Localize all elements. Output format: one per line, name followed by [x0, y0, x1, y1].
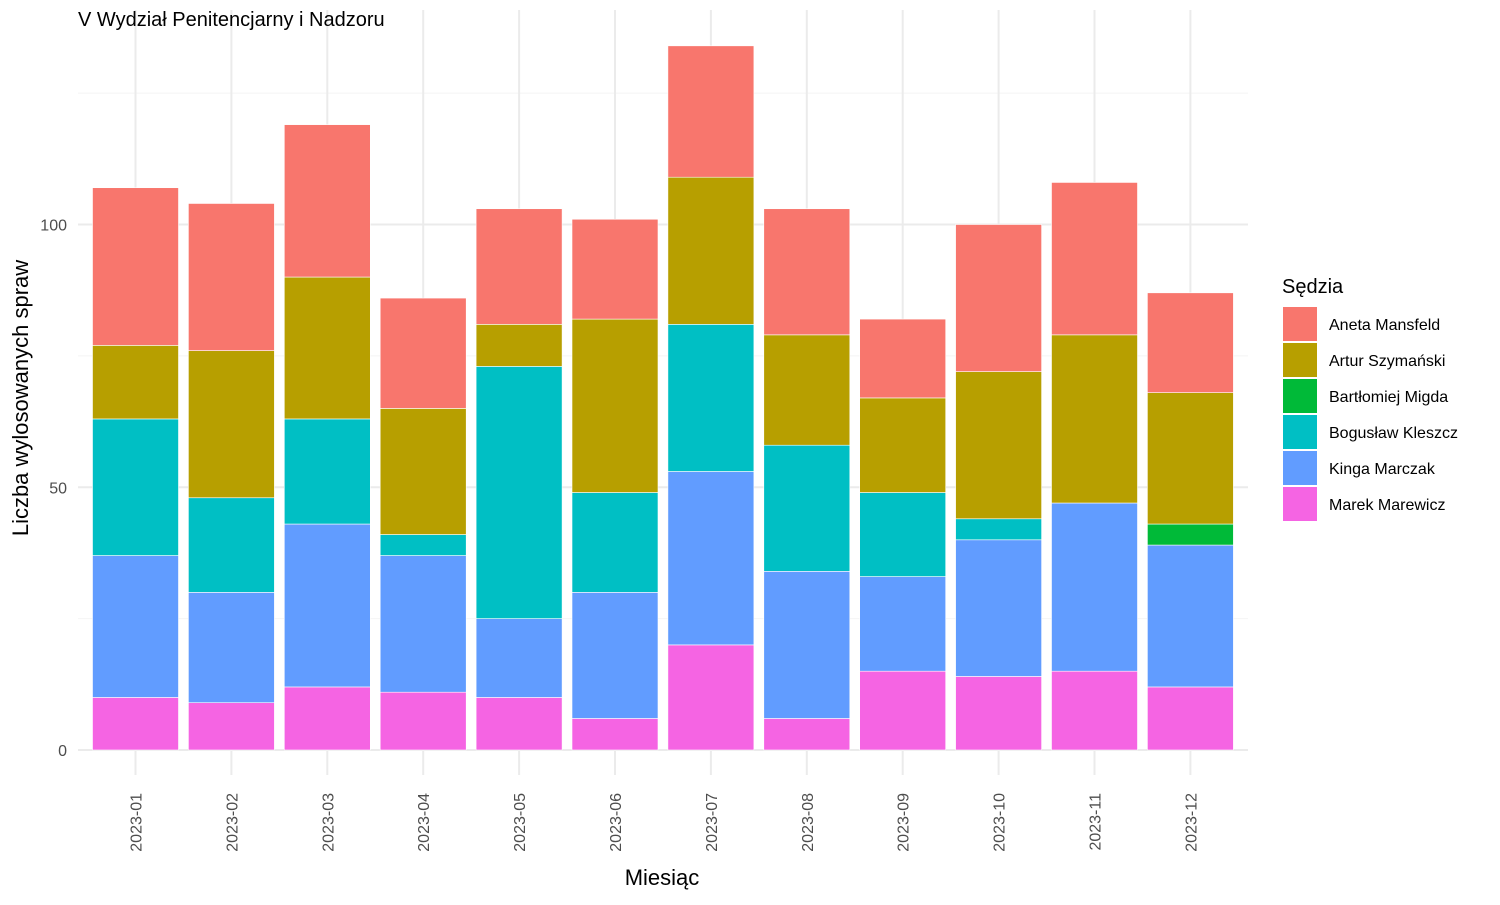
bar-segment [955, 676, 1042, 751]
bar-segment [283, 523, 371, 688]
bar-segment [188, 592, 275, 704]
bar-segment [92, 697, 179, 751]
bar-segment [475, 697, 563, 751]
bar-segment [955, 518, 1042, 541]
bar-segment [92, 187, 179, 346]
bar-segment [955, 224, 1042, 372]
bar-segment [379, 691, 467, 751]
bar-segment [1147, 392, 1234, 525]
bar-segment [763, 444, 851, 572]
x-tick-label: 2023-11 [1088, 793, 1105, 851]
bar-segment [667, 324, 755, 472]
bar-segment [475, 324, 563, 367]
bar-segment [188, 203, 275, 351]
x-tick-label: 2023-10 [992, 793, 1009, 852]
bar-segment [188, 702, 275, 751]
bar-segment [379, 555, 467, 693]
x-axis-ticks: 2023-01 2023-02 2023-03 2023-04 2023-05 2023-… [129, 793, 1201, 852]
legend-swatch [1283, 451, 1317, 485]
bar-segment [763, 208, 851, 336]
legend-label: Aneta Mansfeld [1329, 317, 1440, 334]
bar-segment [1051, 502, 1138, 672]
bar-segment [1051, 182, 1138, 336]
bar-segment [1147, 523, 1234, 546]
legend-label: Bogusław Kleszcz [1329, 425, 1458, 442]
legend-label: Kinga Marczak [1329, 461, 1436, 478]
bar-segment [667, 45, 755, 178]
bar-segment [475, 208, 563, 325]
bar-segment [283, 686, 371, 751]
y-tick-label: 0 [58, 743, 67, 760]
x-tick-label: 2023-04 [416, 793, 433, 852]
y-tick-label: 100 [40, 218, 67, 235]
legend-label: Bartłomiej Migda [1329, 389, 1448, 406]
chart-title: V Wydział Penitencjarny i Nadzoru [78, 9, 385, 31]
bar-segment [283, 276, 371, 420]
bar-segment [859, 670, 947, 751]
bar-segment [188, 350, 275, 499]
bars [92, 45, 1234, 751]
bar-segment [379, 297, 467, 409]
x-tick-label: 2023-12 [1183, 793, 1200, 852]
legend-title: Sędzia [1282, 276, 1344, 298]
y-tick-label: 50 [49, 480, 67, 497]
bar-segment [1051, 670, 1138, 751]
bar-segment [571, 592, 659, 719]
bar-segment [475, 366, 563, 619]
bar-segment [955, 371, 1042, 520]
x-tick-label: 2023-02 [224, 793, 241, 852]
bar-segment [283, 124, 371, 278]
x-tick-label: 2023-07 [704, 793, 721, 852]
bar-segment [667, 471, 755, 646]
legend-swatch [1283, 487, 1317, 521]
x-axis-title: Miesiąc [625, 865, 700, 890]
bar-segment [1147, 292, 1234, 393]
legend-label: Marek Marewicz [1329, 497, 1445, 514]
legend-swatch [1283, 379, 1317, 413]
bar-segment [763, 718, 851, 751]
bar-segment [571, 218, 659, 320]
x-tick-label: 2023-06 [608, 793, 625, 852]
legend-label: Artur Szymański [1329, 353, 1445, 370]
x-tick-label: 2023-03 [320, 793, 337, 852]
bar-segment [475, 618, 563, 698]
bar-segment [92, 418, 179, 556]
bar-segment [1051, 334, 1138, 504]
legend-swatch [1283, 415, 1317, 449]
bar-segment [763, 334, 851, 446]
legend-swatch [1283, 307, 1317, 341]
x-tick-label: 2023-08 [800, 793, 817, 852]
bar-segment [859, 318, 947, 399]
x-tick-label: 2023-01 [129, 793, 146, 852]
y-axis-ticks: 0 50 100 [40, 218, 67, 761]
bar-segment [379, 408, 467, 535]
bar-segment [571, 318, 659, 493]
bar-segment [667, 644, 755, 751]
bar-segment [188, 497, 275, 593]
bar-segment [283, 418, 371, 525]
bar-segment [859, 492, 947, 577]
y-axis-title: Liczba wylosowanych spraw [8, 260, 33, 536]
bar-segment [92, 345, 179, 420]
bar-segment [92, 555, 179, 698]
bar-segment [1147, 686, 1234, 751]
x-tick-label: 2023-05 [512, 793, 529, 852]
bar-segment [859, 576, 947, 672]
bar-segment [955, 539, 1042, 677]
bar-segment [571, 492, 659, 593]
bar-segment [1147, 544, 1234, 688]
legend: Sędzia Aneta Mansfeld Artur Szymański Bart… [1282, 276, 1458, 521]
x-tick-label: 2023-09 [896, 793, 913, 852]
bar-segment [667, 176, 755, 325]
legend-swatch [1283, 343, 1317, 377]
bar-segment [859, 397, 947, 493]
bar-segment [379, 534, 467, 556]
bar-segment [571, 718, 659, 751]
bar-segment [763, 571, 851, 719]
